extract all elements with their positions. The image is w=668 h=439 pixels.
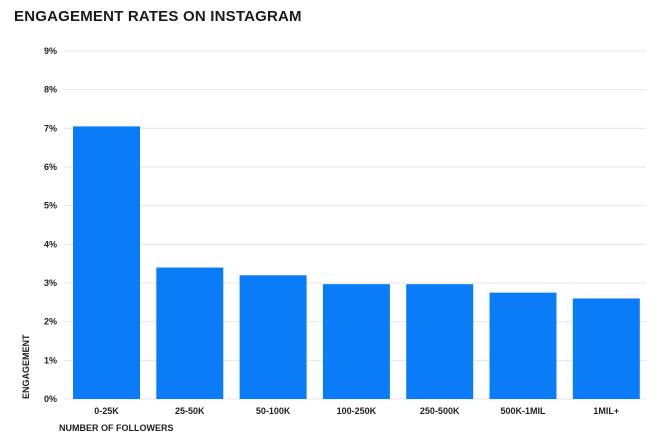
x-tick-label: 100-250K bbox=[337, 406, 377, 416]
x-tick-label: 50-100K bbox=[256, 406, 291, 416]
x-tick-label: 0-25K bbox=[94, 406, 119, 416]
y-tick-label: 3% bbox=[44, 278, 57, 288]
bar bbox=[73, 126, 140, 400]
bar bbox=[572, 298, 640, 399]
chart-title: ENGAGEMENT RATES ON INSTAGRAM bbox=[14, 8, 302, 25]
bar bbox=[239, 275, 307, 399]
y-tick-label: 5% bbox=[44, 201, 57, 211]
bar bbox=[156, 267, 224, 399]
x-axis-label: NUMBER OF FOLLOWERS bbox=[59, 423, 174, 433]
x-tick-label: 1MIL+ bbox=[593, 406, 619, 416]
y-tick-label: 8% bbox=[44, 85, 57, 95]
y-tick-label: 7% bbox=[44, 123, 57, 133]
y-tick-label: 9% bbox=[44, 46, 57, 56]
x-tick-label: 250-500K bbox=[420, 406, 460, 416]
y-tick-label: 6% bbox=[44, 162, 57, 172]
y-tick-label: 1% bbox=[44, 355, 57, 365]
y-axis-ticks: 0% 1% 2% 3% 4% 5% 6% 7% 8% 9% bbox=[44, 46, 57, 404]
bar bbox=[489, 292, 557, 399]
y-tick-label: 2% bbox=[44, 317, 57, 327]
x-tick-label: 500K-1MIL bbox=[500, 406, 546, 416]
y-axis-label: ENGAGEMENT bbox=[21, 334, 31, 399]
y-tick-label: 0% bbox=[44, 394, 57, 404]
y-tick-label: 4% bbox=[44, 239, 57, 249]
bar bbox=[406, 284, 474, 399]
bars bbox=[73, 126, 640, 400]
x-axis-ticks: 0-25K 25-50K 50-100K 100-250K 250-500K 500K-1… bbox=[94, 406, 619, 416]
x-tick-label: 25-50K bbox=[175, 406, 205, 416]
bar bbox=[322, 284, 390, 399]
